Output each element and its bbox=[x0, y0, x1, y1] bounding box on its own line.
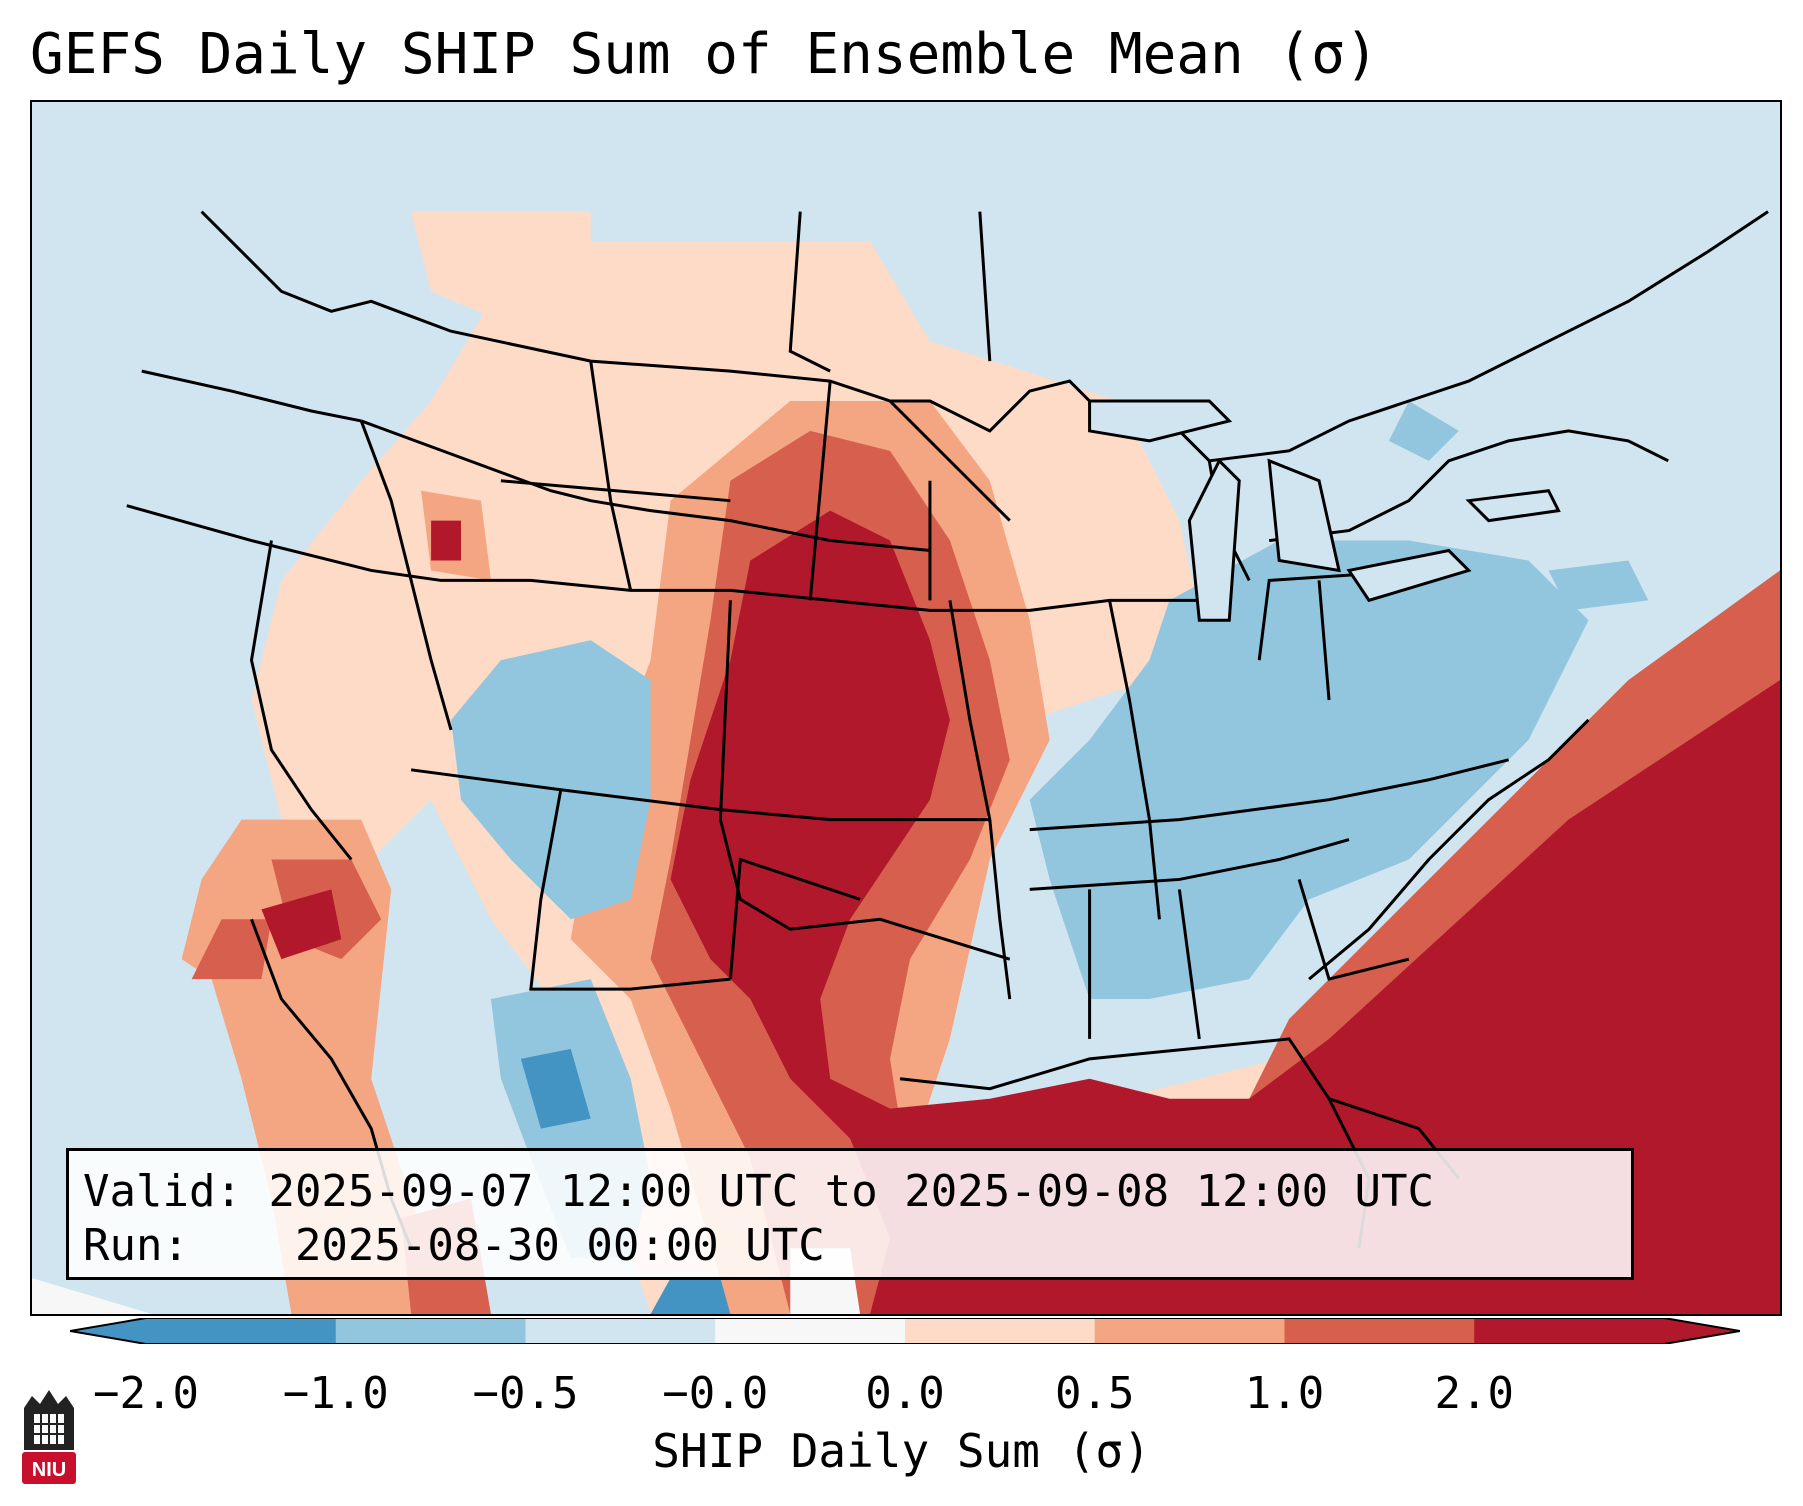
colorbar-tick-label: 0.0 bbox=[865, 1368, 945, 1419]
boundary-lines bbox=[126, 210, 1769, 1249]
valid-row: Valid: 2025-09-07 12:00 UTC to 2025-09-0… bbox=[83, 1165, 1617, 1219]
colorbar-segment bbox=[1094, 1318, 1285, 1344]
colorbar-segment bbox=[715, 1318, 906, 1344]
colorbar-segment bbox=[146, 1318, 337, 1344]
colorbar-segment bbox=[525, 1318, 716, 1344]
run-value: 2025-08-30 00:00 UTC bbox=[294, 1220, 825, 1271]
svg-text:NIU: NIU bbox=[32, 1459, 66, 1481]
colorbar-ticks: −2.0 −1.0 −0.5 −0.0 0.0 0.5 1.0 2.0 bbox=[0, 1350, 1803, 1420]
valid-label: Valid: bbox=[83, 1166, 242, 1217]
colorbar-segment bbox=[1284, 1318, 1475, 1344]
colorbar-tick-label: −1.0 bbox=[282, 1368, 389, 1419]
colorbar-segment bbox=[335, 1318, 526, 1344]
colorbar-tick-label: −0.0 bbox=[662, 1368, 769, 1419]
ship-field-map bbox=[32, 102, 1780, 1314]
niu-logo-badge bbox=[22, 1452, 76, 1484]
colorbar-label: SHIP Daily Sum (σ) bbox=[652, 1424, 1151, 1478]
run-row: Run: 2025-08-30 00:00 UTC bbox=[83, 1219, 1617, 1273]
valid-value: 2025-09-07 12:00 UTC to 2025-09-08 12:00… bbox=[268, 1166, 1435, 1217]
colorbar-extend-min bbox=[70, 1318, 146, 1344]
run-label: Run: bbox=[83, 1220, 189, 1271]
colorbar bbox=[70, 1318, 1740, 1344]
positive-anomaly-field bbox=[181, 211, 1780, 1314]
niu-logo-icon: NIU bbox=[22, 1390, 76, 1484]
colorbar-segment bbox=[905, 1318, 1096, 1344]
colorbar-segment bbox=[1474, 1318, 1665, 1344]
colorbar-tick-label: 0.5 bbox=[1055, 1368, 1135, 1419]
map-title: GEFS Daily SHIP Sum of Ensemble Mean (σ) bbox=[30, 22, 1379, 87]
colorbar-tick-label: −2.0 bbox=[93, 1368, 199, 1419]
valid-run-info-box: Valid: 2025-09-07 12:00 UTC to 2025-09-0… bbox=[66, 1148, 1634, 1280]
great-lakes bbox=[1088, 399, 1561, 622]
colorbar-tick-label: −0.5 bbox=[472, 1368, 579, 1419]
colorbar-tick-label: 1.0 bbox=[1244, 1368, 1325, 1419]
colorbar-extend-max bbox=[1664, 1318, 1740, 1344]
map-panel bbox=[30, 100, 1782, 1316]
colorbar-tick-label: 2.0 bbox=[1434, 1368, 1514, 1419]
